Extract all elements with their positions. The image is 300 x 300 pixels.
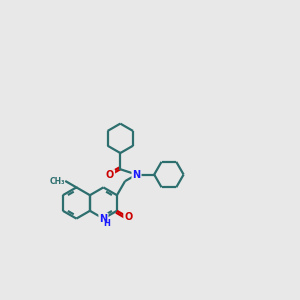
Text: N: N: [132, 169, 141, 179]
Text: CH₃: CH₃: [49, 177, 65, 186]
Text: O: O: [124, 212, 133, 222]
Text: O: O: [106, 170, 114, 180]
Text: H: H: [103, 219, 110, 228]
Text: N: N: [99, 214, 107, 224]
